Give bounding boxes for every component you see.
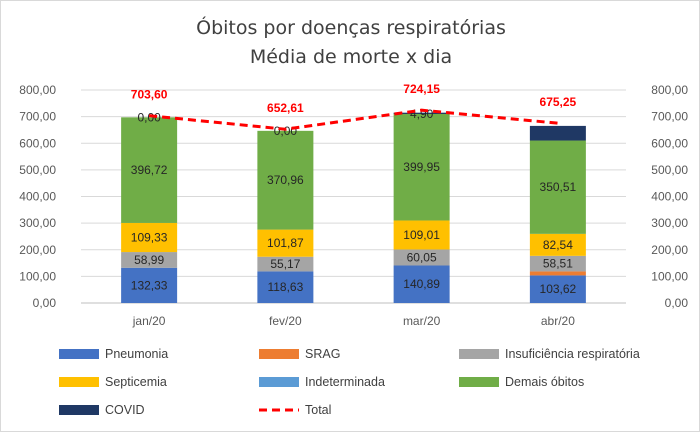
legend-label: Indeterminada [305, 375, 385, 389]
bar-segment [393, 113, 450, 221]
bar-segment [529, 233, 586, 256]
legend-label: Septicemia [105, 375, 167, 389]
data-label: 132,33 [131, 278, 168, 292]
y-tick-label-left: 0,00 [33, 296, 57, 310]
data-label: 140,89 [403, 277, 440, 291]
y-tick-label-right: 700,00 [651, 110, 688, 124]
bar-segment [121, 222, 178, 253]
chart-subtitle: Média de morte x dia [250, 46, 452, 68]
y-tick-label-left: 600,00 [19, 136, 56, 150]
y-tick-label-right: 600,00 [651, 136, 688, 150]
data-label: 109,01 [403, 228, 440, 242]
bar-segment [529, 255, 586, 272]
bar-segment [529, 271, 586, 276]
y-tick-label-right: 400,00 [651, 190, 688, 204]
y-tick-label-right: 0,00 [665, 296, 689, 310]
legend-label: Total [305, 403, 331, 417]
data-label: 350,51 [540, 180, 577, 194]
bar-segment [121, 252, 178, 268]
y-tick-label-left: 300,00 [19, 216, 56, 230]
total-series-line [148, 108, 559, 131]
y-tick-label-right: 500,00 [651, 163, 688, 177]
legend: Pneumonia SRAG Insuficiência respiratória S… [59, 347, 640, 417]
legend-label: Demais óbitos [505, 375, 584, 389]
bar-segment [393, 112, 450, 114]
bar-segment [529, 275, 586, 303]
legend-swatch [459, 377, 499, 387]
data-label: 60,05 [407, 250, 437, 264]
x-axis: jan/20 fev/20 mar/20 abr/20 [132, 314, 575, 328]
legend-swatch [259, 349, 299, 359]
bar-segment [393, 220, 450, 250]
legend-swatch [59, 349, 99, 359]
y-axis-left: 0,00 100,00 200,00 300,00 400,00 500,00 600,00… [19, 83, 56, 310]
data-label: 58,99 [134, 253, 164, 267]
y-tick-label-left: 200,00 [19, 243, 56, 257]
y-tick-label-left: 700,00 [19, 110, 56, 124]
data-label: 103,62 [540, 282, 577, 296]
total-data-label: 703,60 [131, 88, 168, 102]
legend-swatch [459, 349, 499, 359]
y-tick-label-left: 500,00 [19, 163, 56, 177]
bar-segment [529, 125, 586, 141]
y-tick-label-right: 100,00 [651, 269, 688, 283]
chart-title: Óbitos por doenças respiratórias [196, 15, 506, 39]
bar-segment [257, 229, 314, 257]
bar-segment [121, 117, 178, 223]
y-tick-label-right: 800,00 [651, 83, 688, 97]
y-tick-label-right: 300,00 [651, 216, 688, 230]
data-label: 0,00 [137, 110, 161, 124]
bar-segment [257, 271, 314, 303]
legend-label: Pneumonia [105, 347, 168, 361]
data-label: 399,95 [403, 160, 440, 174]
data-label: 58,51 [543, 257, 573, 271]
bar-segment [393, 265, 450, 303]
legend-label: SRAG [305, 347, 340, 361]
total-data-label: 652,61 [267, 101, 304, 115]
y-tick-label-left: 100,00 [19, 269, 56, 283]
y-axis-right: 0,00 100,00 200,00 300,00 400,00 500,00 600,00… [651, 83, 688, 310]
bars [121, 112, 586, 303]
legend-swatch [59, 377, 99, 387]
x-tick-label: abr/20 [541, 314, 575, 328]
bar-segment [257, 256, 314, 272]
bar-segment [121, 267, 178, 303]
bar-segment [393, 249, 450, 266]
data-label: 0,00 [274, 124, 298, 138]
x-tick-label: fev/20 [269, 314, 302, 328]
bar-segment [529, 140, 586, 234]
segment-labels: 132,33 58,99 109,33 396,72 0,00 118,63 55,17 10… [131, 107, 577, 296]
legend-label: COVID [105, 403, 145, 417]
legend-swatch [59, 405, 99, 415]
data-label: 82,54 [543, 238, 573, 252]
data-label: 109,33 [131, 231, 168, 245]
x-tick-label: jan/20 [132, 314, 166, 328]
legend-swatch [259, 377, 299, 387]
bar-segment [257, 130, 314, 230]
y-tick-label-left: 400,00 [19, 190, 56, 204]
data-label: 370,96 [267, 173, 304, 187]
data-label: 396,72 [131, 163, 168, 177]
y-tick-label-left: 800,00 [19, 83, 56, 97]
data-label: 118,63 [267, 280, 303, 294]
y-tick-label-right: 200,00 [651, 243, 688, 257]
data-label: 101,87 [267, 236, 304, 250]
total-line: 703,60 652,61 724,15 675,25 [131, 82, 577, 131]
x-tick-label: mar/20 [403, 314, 441, 328]
total-data-label: 724,15 [403, 82, 440, 96]
legend-label: Insuficiência respiratória [505, 347, 640, 361]
total-data-label: 675,25 [540, 95, 577, 109]
data-label: 55,17 [270, 257, 300, 271]
